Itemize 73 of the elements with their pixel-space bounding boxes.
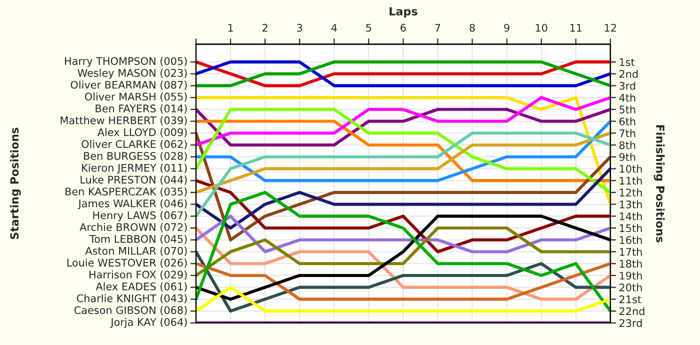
text: Harry THOMPSON (005)	[65, 56, 187, 67]
text: Caeson GIBSON (068)	[74, 306, 187, 316]
y2-tick-label: 17th	[620, 248, 642, 256]
line-series	[196, 132, 610, 218]
line-series	[196, 132, 610, 194]
y2-tick-label: 23rd	[619, 318, 642, 328]
line-series	[196, 214, 610, 254]
text: Wesley MASON (023)	[78, 68, 187, 79]
text: James WALKER (046)	[78, 199, 187, 210]
y2-tick-label: 10th	[620, 164, 642, 173]
y2-tick-label: 3rd	[620, 82, 636, 90]
text: Ben KASPERCZAK (035)	[66, 187, 187, 197]
line-series	[196, 108, 610, 194]
line-series	[196, 96, 610, 147]
y2-tick-label: 4th	[619, 94, 636, 102]
text: Luke PRESTON (044)	[80, 176, 187, 185]
x-tick-label: 10	[536, 24, 548, 32]
y2-tick-label: 6th	[619, 117, 636, 126]
x-tick-label: 8	[470, 24, 475, 32]
y2-tick-label: 5th	[620, 105, 636, 114]
text: Oliver MARSH (055)	[84, 92, 187, 102]
y2-tick-label: 15th	[620, 224, 642, 232]
y2-axis-title: Finishing Positions	[654, 125, 665, 242]
line-series	[196, 179, 610, 254]
y2-tick-label: 20th	[619, 283, 642, 292]
y2-tick-label: 22nd	[619, 307, 644, 316]
y2-tick-label: 8th	[619, 141, 636, 150]
text: Jorja KAY (064)	[110, 318, 187, 328]
y2-tick-label: 11th	[620, 176, 642, 185]
text: Kieron JERMEY (011)	[82, 164, 187, 174]
text: Oliver CLARKE (062)	[82, 140, 187, 150]
text: Archie BROWN (072)	[80, 222, 187, 232]
text: Alex EADES (061)	[96, 282, 187, 292]
x-tick-label: 7	[435, 24, 440, 32]
text: Tom LEBBON (045)	[89, 234, 187, 244]
y2-tick-label: 18th	[620, 260, 642, 268]
x-tick-label: 2	[262, 24, 268, 32]
y2-tick-label: 7th	[620, 129, 636, 138]
line-series	[196, 226, 610, 277]
text: Matthew HERBERT (039)	[60, 116, 187, 126]
line-series	[196, 250, 610, 313]
y2-tick-label: 9th	[619, 152, 636, 161]
text: Charlie KNIGHT (043)	[76, 294, 187, 304]
x-tick-label: 12	[604, 24, 616, 32]
y2-tick-label: 21st	[619, 295, 642, 304]
text: Alex LLOYD (009)	[97, 128, 187, 138]
y2-tick-label: 16th	[620, 236, 642, 244]
x-tick-label: 3	[297, 24, 302, 32]
y2-tick-label: 1st	[620, 58, 635, 66]
text: Ben FAYERS (014)	[96, 104, 187, 114]
y2-tick-label: 14th	[620, 212, 642, 220]
y2-tick-label: 12th	[620, 188, 642, 196]
text: Louie WESTOVER (026)	[67, 258, 187, 268]
text: Harrison FOX (029)	[90, 270, 187, 280]
x-tick-label: 4	[331, 24, 337, 32]
x-axis-title: Laps	[390, 7, 418, 18]
y2-tick-label: 2nd	[619, 70, 638, 78]
y2-tick-label: 19th	[620, 272, 642, 280]
text: Henry LAWS (067)	[93, 211, 187, 222]
text: Starting Positions	[10, 128, 21, 240]
line-series	[196, 132, 610, 242]
x-tick-label: 9	[504, 24, 510, 32]
text: Ben BURGESS (028)	[84, 152, 187, 162]
text: Oliver BEARMAN (087)	[70, 80, 187, 90]
x-tick-label: 1	[228, 24, 233, 32]
line-series	[196, 167, 610, 230]
x-tick-label: 6	[400, 24, 406, 32]
line-series	[196, 190, 610, 313]
x-tick-label: 5	[366, 24, 372, 32]
text: Aston MILLAR (070)	[85, 246, 187, 256]
y2-tick-label: 13th	[620, 200, 642, 208]
x-tick-label: 11	[570, 24, 582, 32]
line-series	[196, 262, 610, 301]
